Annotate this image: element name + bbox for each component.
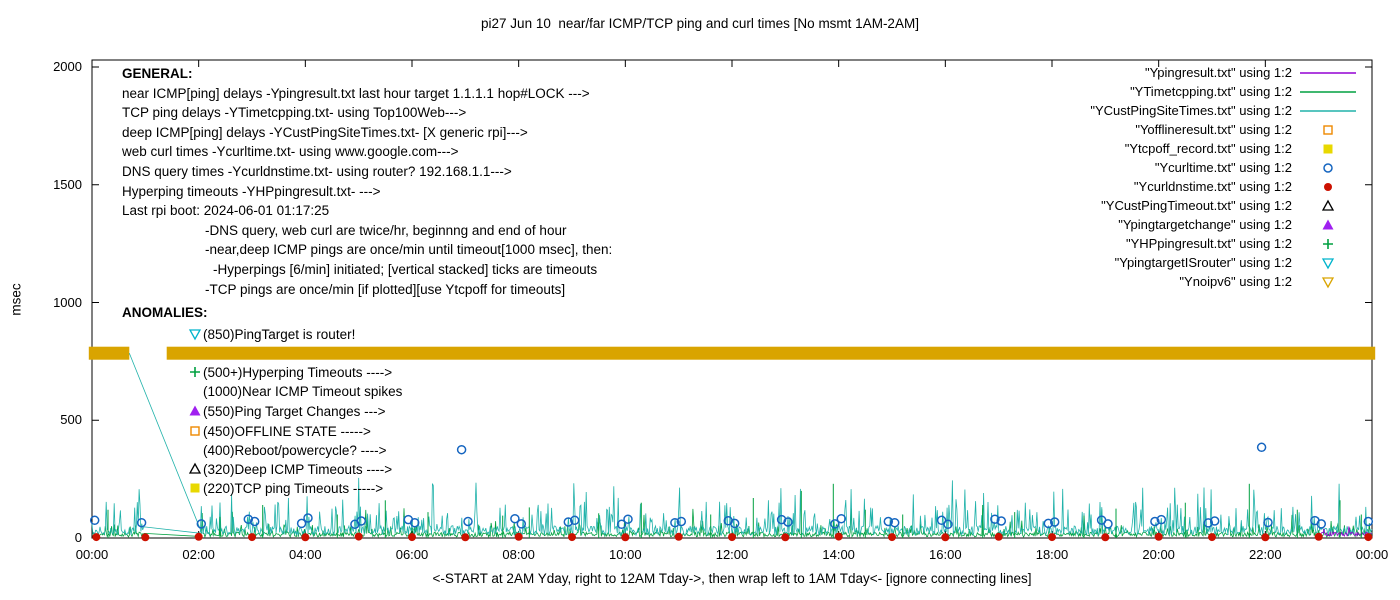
legend-sample-square-open-icon bbox=[1323, 124, 1333, 135]
legend-label: "Ycurldnstime.txt" using 1:2 bbox=[1133, 179, 1292, 194]
legend-row: "Ynoipv6" using 1:2 bbox=[1090, 272, 1356, 291]
general-header: GENERAL: bbox=[122, 66, 193, 81]
legend-sample-circle-filled-icon bbox=[1324, 182, 1332, 191]
legend-label: "Ypingtargetchange" using 1:2 bbox=[1118, 217, 1292, 232]
legend-row: "YCustPingTimeout.txt" using 1:2 bbox=[1090, 196, 1356, 215]
legend-row: "YHPpingresult.txt" using 1:2 bbox=[1090, 234, 1356, 253]
x-tick-label: 20:00 bbox=[1142, 547, 1175, 562]
legend-sample-square-filled-icon bbox=[1323, 144, 1333, 153]
general-line: Last rpi boot: 2024-06-01 01:17:25 bbox=[122, 203, 330, 219]
noipv6-band bbox=[166, 346, 1376, 360]
general-line: -TCP pings are once/min [if plotted][use… bbox=[205, 281, 566, 297]
series-YCustPingSiteTimes.txt bbox=[91, 477, 1373, 537]
x-tick-label: 04:00 bbox=[289, 547, 322, 562]
legend-row: "YTimetcpping.txt" using 1:2 bbox=[1090, 82, 1356, 101]
legend-row: "YCustPingSiteTimes.txt" using 1:2 bbox=[1090, 101, 1356, 120]
connecting-line bbox=[128, 352, 203, 534]
y-tick-label: 1000 bbox=[53, 294, 82, 310]
legend: "Ypingresult.txt" using 1:2 "YTimetcpping… bbox=[1090, 63, 1356, 291]
general-line: near ICMP[ping] delays -Ypingresult.txt … bbox=[122, 85, 590, 101]
legend-sample-triangle-down-open-icon bbox=[1321, 276, 1335, 288]
x-tick-label: 22:00 bbox=[1249, 547, 1282, 562]
x-tick-label: 06:00 bbox=[395, 547, 429, 562]
legend-row: "Ycurltime.txt" using 1:2 bbox=[1090, 158, 1356, 177]
general-line: TCP ping delays -YTimetcpping.txt- using… bbox=[122, 105, 467, 121]
general-line: DNS query times -Ycurldnstime.txt- using… bbox=[122, 163, 512, 179]
general-line: -Hyperpings [6/min] initiated; [vertical… bbox=[213, 261, 598, 277]
y-tick-label: 0 bbox=[74, 530, 82, 545]
legend-sample-line-icon bbox=[1300, 109, 1356, 112]
legend-label: "YCustPingSiteTimes.txt" using 1:2 bbox=[1090, 103, 1292, 118]
x-tick-label: 16:00 bbox=[929, 547, 962, 562]
x-tick-label: 12:00 bbox=[715, 547, 749, 562]
legend-sample-line-icon bbox=[1300, 71, 1356, 74]
x-tick-label: 08:00 bbox=[502, 547, 535, 562]
legend-row: "YpingtargetISrouter" using 1:2 bbox=[1090, 253, 1356, 272]
legend-sample-circle-open-icon bbox=[1323, 162, 1333, 173]
x-tick-label: 10:00 bbox=[609, 547, 642, 562]
legend-label: "Ytcpoff_record.txt" using 1:2 bbox=[1124, 141, 1292, 156]
legend-sample-triangle-down-open-icon bbox=[1321, 257, 1335, 269]
legend-row: "Ypingresult.txt" using 1:2 bbox=[1090, 63, 1356, 82]
x-tick-label: 14:00 bbox=[822, 547, 855, 562]
x-axis-label: <-START at 2AM Yday, right to 12AM Tday-… bbox=[432, 571, 1032, 586]
legend-label: "YHPpingresult.txt" using 1:2 bbox=[1125, 236, 1292, 251]
general-line: web curl times -Ycurltime.txt- using www… bbox=[122, 144, 459, 160]
x-tick-label: 00:00 bbox=[75, 547, 109, 562]
legend-label: "Ynoipv6" using 1:2 bbox=[1179, 274, 1292, 289]
legend-sample-triangle-up-filled-icon bbox=[1322, 219, 1334, 229]
general-line: deep ICMP[ping] delays -YCustPingSiteTim… bbox=[122, 124, 528, 140]
legend-label: "Yofflineresult.txt" using 1:2 bbox=[1135, 122, 1292, 137]
general-annotations: GENERAL: near ICMP[ping] delays -Ypingres… bbox=[122, 64, 612, 299]
general-line: -DNS query, web curl are twice/hr, begin… bbox=[205, 222, 567, 238]
general-line: -near,deep ICMP pings are once/min until… bbox=[205, 242, 613, 258]
y-tick-label: 2000 bbox=[53, 59, 82, 74]
legend-sample-line-icon bbox=[1300, 90, 1356, 93]
chart-title: pi27 Jun 10 near/far ICMP/TCP ping and c… bbox=[481, 16, 919, 31]
series-Ypingresult.txt bbox=[1318, 526, 1373, 538]
legend-label: "YpingtargetISrouter" using 1:2 bbox=[1114, 255, 1292, 270]
legend-label: "YTimetcpping.txt" using 1:2 bbox=[1130, 84, 1292, 99]
y-tick-label: 500 bbox=[60, 412, 82, 428]
x-tick-label: 00:00 bbox=[1355, 547, 1389, 562]
legend-row: "Yofflineresult.txt" using 1:2 bbox=[1090, 120, 1356, 139]
legend-sample-plus-icon bbox=[1323, 238, 1333, 249]
legend-sample-triangle-up-open-icon bbox=[1321, 199, 1335, 211]
general-line: Hyperping timeouts -YHPpingresult.txt- -… bbox=[122, 183, 381, 199]
legend-row: "Ypingtargetchange" using 1:2 bbox=[1090, 215, 1356, 234]
y-tick-label: 1500 bbox=[53, 176, 82, 192]
x-tick-label: 02:00 bbox=[182, 547, 215, 562]
legend-row: "Ycurldnstime.txt" using 1:2 bbox=[1090, 177, 1356, 196]
legend-label: "Ypingresult.txt" using 1:2 bbox=[1144, 65, 1292, 80]
legend-label: "YCustPingTimeout.txt" using 1:2 bbox=[1101, 198, 1292, 213]
x-tick-label: 18:00 bbox=[1035, 547, 1069, 562]
noipv6-band bbox=[88, 346, 130, 360]
legend-row: "Ytcpoff_record.txt" using 1:2 bbox=[1090, 139, 1356, 158]
legend-label: "Ycurltime.txt" using 1:2 bbox=[1154, 160, 1292, 175]
